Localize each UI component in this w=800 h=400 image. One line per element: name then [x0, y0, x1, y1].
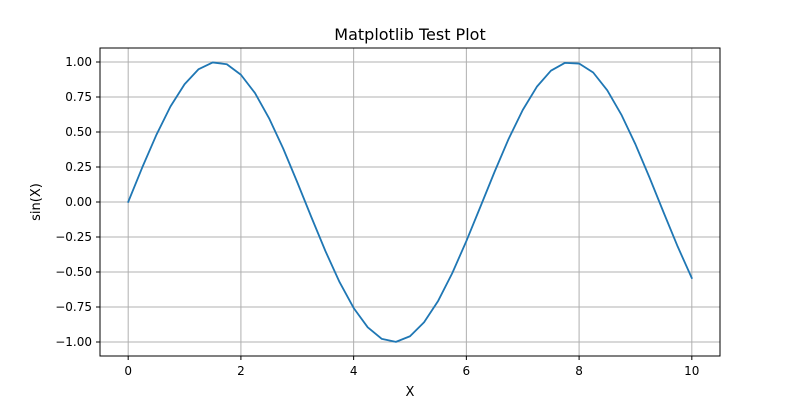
series-line-sin [127, 61, 693, 343]
y-axis-label: sin(X) [29, 183, 44, 221]
y-tick-label: −1.00 [55, 335, 92, 349]
y-tick-label: 0.75 [65, 90, 92, 104]
x-tick-label: 2 [237, 364, 245, 378]
x-tick-label: 0 [124, 364, 132, 378]
y-tick-label: −0.75 [55, 300, 92, 314]
x-tick-label: 10 [684, 364, 699, 378]
axis-ticks: 0 2 4 6 8 10 1.00 0.75 0.50 0.25 0.00 −0.25 −0.50 −0.… [55, 55, 699, 378]
y-tick-label: −0.25 [55, 230, 92, 244]
y-tick-label: 1.00 [65, 55, 92, 69]
x-axis-label: X [406, 385, 415, 400]
grid-lines [100, 48, 720, 356]
chart-title: Matplotlib Test Plot [334, 25, 485, 44]
y-tick-label: 0.50 [65, 125, 92, 139]
y-tick-label: 0.25 [65, 160, 92, 174]
y-tick-label: 0.00 [65, 195, 92, 209]
x-tick-label: 4 [350, 364, 358, 378]
y-tick-label: −0.50 [55, 265, 92, 279]
x-tick-label: 6 [463, 364, 471, 378]
x-tick-label: 8 [575, 364, 583, 378]
